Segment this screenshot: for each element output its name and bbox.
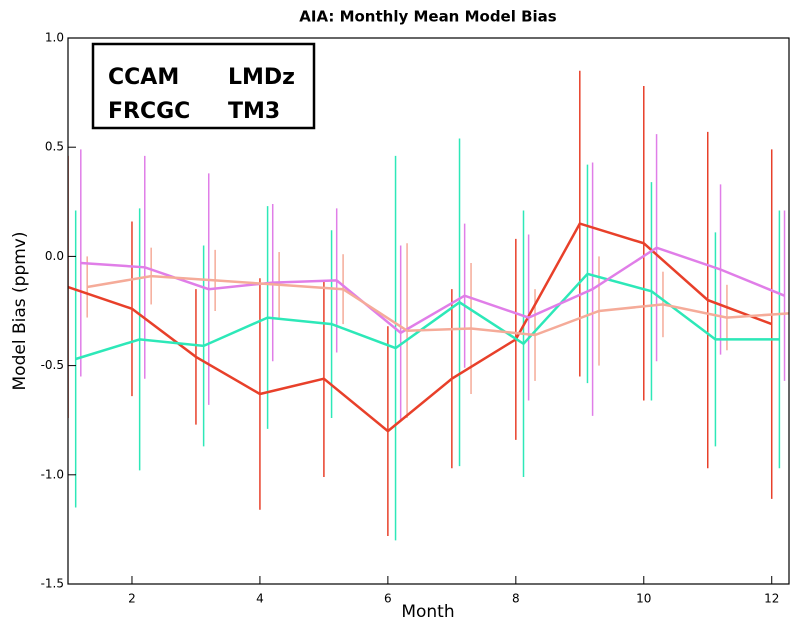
y-tick-label: 0.5 xyxy=(45,140,64,154)
y-tick-label: -1.0 xyxy=(41,467,64,481)
series-line xyxy=(75,272,780,361)
y-tick-label: 1.0 xyxy=(45,31,64,45)
legend-label: CCAM xyxy=(108,65,179,90)
x-tick-label: 12 xyxy=(764,592,779,606)
axes-frame xyxy=(67,37,790,585)
x-tick-label: 6 xyxy=(384,592,392,606)
x-axis-label: Month xyxy=(401,602,454,622)
legend-label: TM3 xyxy=(228,99,280,124)
x-tick-label: 8 xyxy=(512,592,520,606)
chart-title: AIA: Monthly Mean Model Bias xyxy=(299,8,557,26)
y-tick-label: -0.5 xyxy=(41,358,64,372)
y-tick-label: 0.0 xyxy=(45,249,64,263)
legend-label: LMDz xyxy=(228,65,295,90)
legend-box xyxy=(91,42,316,130)
series-line xyxy=(68,222,773,433)
series-line xyxy=(86,274,789,337)
y-axis-label: Model Bias (ppmv) xyxy=(10,232,30,391)
y-tick-label: -1.5 xyxy=(41,577,64,591)
legend-label: FRCGC xyxy=(108,99,190,124)
plot-area xyxy=(68,70,789,541)
x-tick-label: 10 xyxy=(636,592,651,606)
series-line xyxy=(80,246,785,335)
x-tick-label: 4 xyxy=(256,592,264,606)
x-tick-label: 2 xyxy=(128,592,136,606)
